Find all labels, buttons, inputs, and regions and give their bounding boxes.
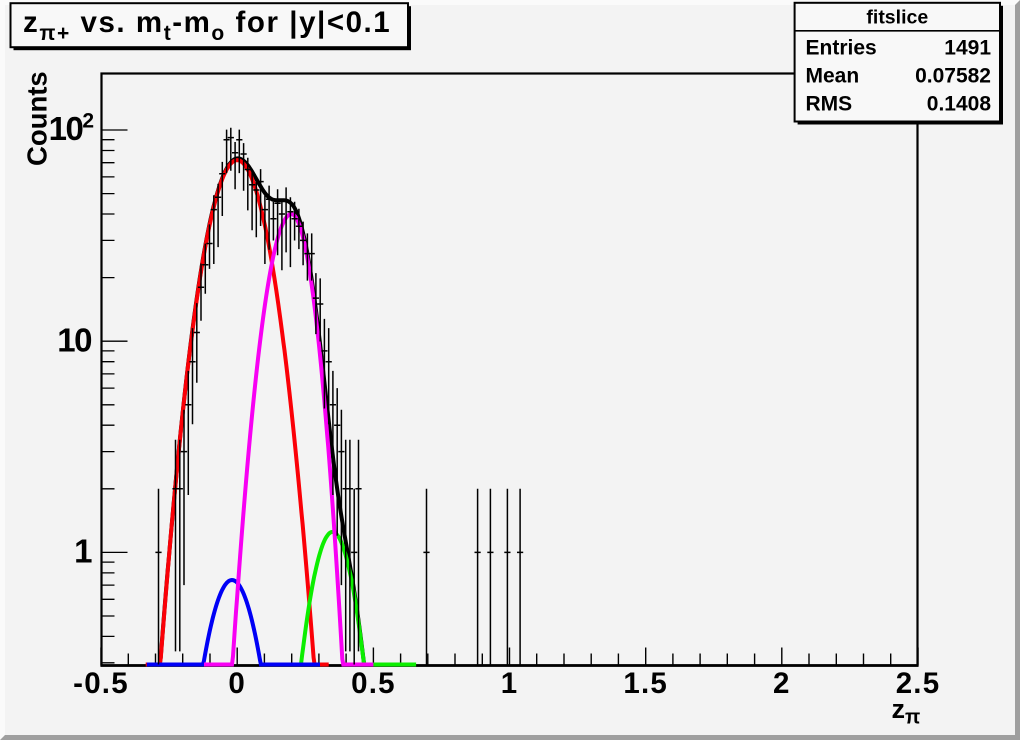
svg-text:2.5: 2.5	[896, 667, 941, 700]
svg-text:Mean: Mean	[806, 65, 860, 88]
svg-text:RMS: RMS	[806, 93, 853, 116]
svg-text:1: 1	[501, 667, 519, 700]
svg-text:0.1408: 0.1408	[927, 93, 992, 116]
svg-text:fitslice: fitslice	[866, 7, 928, 29]
svg-text:1491: 1491	[944, 37, 991, 60]
svg-text:Entries: Entries	[806, 37, 877, 60]
svg-text:2: 2	[773, 667, 791, 700]
svg-text:10: 10	[57, 321, 91, 358]
svg-text:0.07582: 0.07582	[915, 65, 991, 88]
svg-text:zπ+ vs. mt-mo for |y|<0.1: zπ+ vs. mt-mo for |y|<0.1	[23, 6, 391, 45]
svg-text:zπ: zπ	[892, 694, 921, 729]
svg-text:1: 1	[74, 533, 92, 570]
svg-text:1.5: 1.5	[623, 667, 668, 700]
svg-text:Counts: Counts	[21, 71, 52, 166]
svg-text:0.5: 0.5	[351, 667, 396, 700]
svg-text:0: 0	[228, 667, 246, 700]
svg-text:-0.5: -0.5	[73, 667, 129, 700]
